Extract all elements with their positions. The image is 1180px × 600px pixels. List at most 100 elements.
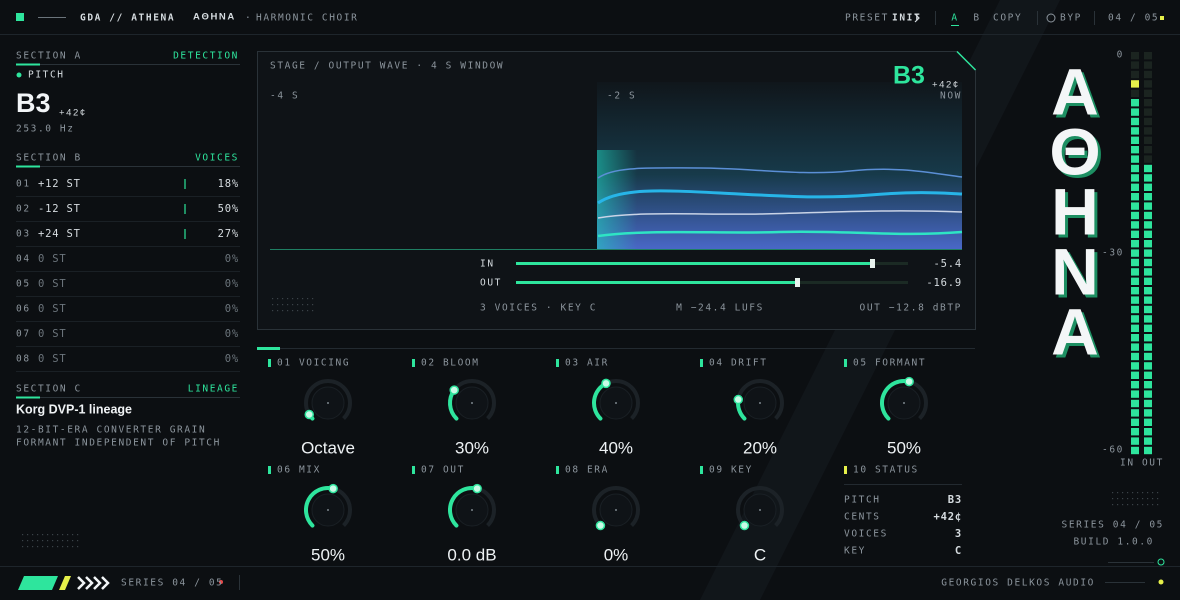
meter-cell (1144, 61, 1152, 69)
meter-cell (1144, 249, 1152, 257)
voice-interval[interactable]: 0 ST (38, 278, 67, 290)
control-value: 50% (887, 438, 921, 457)
knob-center (615, 509, 617, 511)
voice-level[interactable]: 0% (225, 253, 239, 265)
dot-grid (42, 546, 44, 548)
dot-grid (272, 304, 274, 306)
dot-grid (47, 540, 49, 542)
status-marker (844, 466, 847, 474)
knob-handle (601, 378, 611, 389)
control-value: Octave (301, 438, 355, 457)
series-index: 04 / 05 (1108, 13, 1159, 24)
voice-level[interactable]: 18% (218, 178, 239, 190)
dot-grid (57, 534, 59, 536)
dot-grid (32, 540, 34, 542)
slot-b[interactable]: B (973, 13, 980, 24)
meter-cell (1131, 80, 1139, 88)
meter-cell (1131, 277, 1139, 285)
voice-level[interactable]: 50% (218, 203, 239, 215)
badge-yellow (59, 576, 71, 590)
control-label: 08 ERA (565, 465, 609, 476)
dot-grid (1142, 498, 1144, 500)
meter-cell (1144, 362, 1152, 370)
voice-interval[interactable]: -12 ST (38, 203, 81, 215)
meter-cell (1144, 164, 1152, 173)
bypass-button[interactable]: BYP (1060, 13, 1082, 24)
meter-cell (1131, 287, 1139, 295)
time-label: NOW (940, 91, 962, 102)
control-label: 05 FORMANT (853, 358, 926, 369)
dot-grid (1127, 498, 1129, 500)
pitch-dot (16, 72, 22, 78)
meter-cell (1144, 230, 1152, 238)
meter-cell (1144, 99, 1152, 107)
brand: GDA // ATHENA (80, 13, 175, 24)
control-label: 03 AIR (565, 358, 609, 369)
voice-level[interactable]: 0% (225, 278, 239, 290)
knob-handle (739, 520, 750, 531)
dot-grid (302, 298, 304, 300)
dot-grid (27, 546, 29, 548)
status-key: KEY (844, 546, 866, 557)
out-fill (516, 281, 797, 284)
dot-grid (37, 540, 39, 542)
dot-grid (277, 304, 279, 306)
knob-center (471, 509, 473, 511)
knob-track (592, 486, 640, 527)
meter-scale: -30 (1102, 248, 1124, 259)
voice-interval[interactable]: 0 ST (38, 303, 67, 315)
control-value: C (754, 545, 766, 564)
copy-button[interactable]: COPY (993, 13, 1022, 24)
dot-grid (72, 540, 74, 542)
voice-index: 06 (16, 304, 31, 315)
lineage-name: Korg DVP-1 lineage (16, 402, 132, 416)
meter-cell (1144, 352, 1152, 361)
voice-level[interactable]: 0% (225, 303, 239, 315)
voice-interval[interactable]: 0 ST (38, 253, 67, 265)
status-key: PITCH (844, 495, 881, 506)
detected-note: B3 (16, 88, 51, 118)
control-label: 02 BLOOM (421, 358, 480, 369)
separator-dot: · (245, 13, 252, 24)
in-thumb (870, 259, 875, 268)
time-label: -4 S (270, 91, 299, 102)
dot-grid (302, 310, 304, 312)
voice-index: 02 (16, 204, 31, 215)
voice-wave (597, 167, 963, 179)
voice-level[interactable]: 0% (225, 353, 239, 365)
voice-interval[interactable]: +24 ST (38, 228, 81, 240)
voice-level[interactable]: 0% (225, 328, 239, 340)
meter-value: -16.9 (926, 277, 962, 289)
meter-cell (1131, 193, 1139, 201)
meter-cell (1144, 240, 1152, 248)
status-value: +42¢ (934, 511, 963, 523)
dot-grid (1147, 498, 1149, 500)
knob-center (759, 509, 761, 511)
dot-grid (1112, 498, 1114, 500)
meter-cell (1131, 127, 1139, 135)
dot-grid (27, 540, 29, 542)
meter-cell (1144, 381, 1152, 389)
meter-cell (1131, 390, 1139, 398)
voice-level[interactable]: 27% (218, 228, 239, 240)
preset-name[interactable]: INIT (892, 13, 921, 24)
status-value: 3 (955, 528, 962, 540)
knob-handle (595, 520, 606, 531)
meter-cell (1131, 230, 1139, 238)
meter-cell (1131, 99, 1139, 107)
voice-interval[interactable]: 0 ST (38, 328, 67, 340)
dot-grid (1152, 498, 1154, 500)
preset-label: PRESET (845, 13, 889, 24)
control-label: 06 MIX (277, 465, 321, 476)
voice-interval[interactable]: +12 ST (38, 178, 81, 190)
meter-cell (1131, 418, 1139, 426)
voice-interval[interactable]: 0 ST (38, 353, 67, 365)
meter-cell (1131, 305, 1139, 314)
dot-grid (307, 304, 309, 306)
display-cents: +42¢ (932, 80, 960, 91)
knob-arc (448, 486, 480, 528)
slot-a[interactable]: A (951, 13, 958, 24)
dot-grid (57, 546, 59, 548)
section-title: SECTION A (16, 51, 82, 62)
